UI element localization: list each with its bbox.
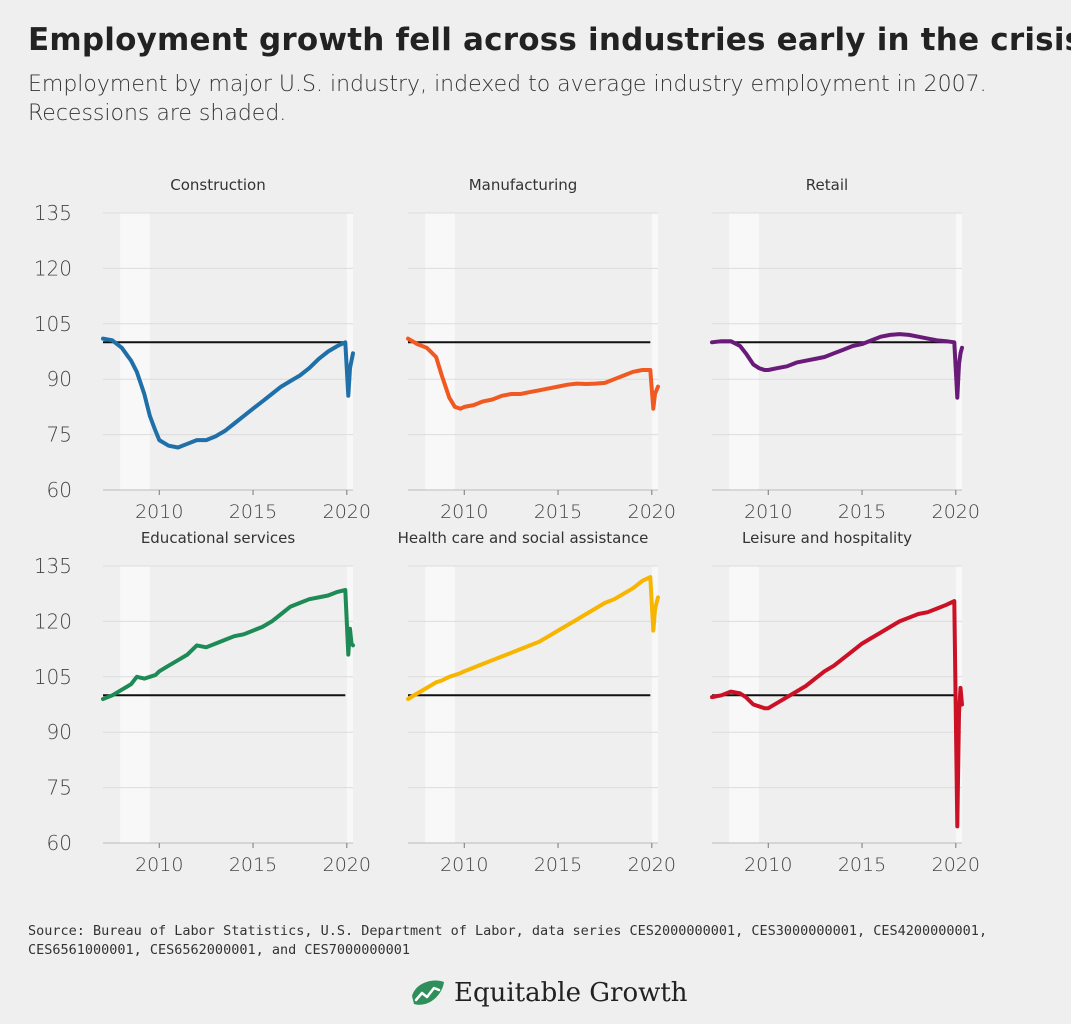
recession-band <box>346 213 353 490</box>
brand-name: Equitable Growth <box>454 978 688 1008</box>
source-note: Source: Bureau of Labor Statistics, U.S.… <box>28 923 988 958</box>
recession-band <box>120 566 150 843</box>
series-line <box>406 336 660 411</box>
panel-title: Retail <box>806 176 848 194</box>
chart-panel: Construction 60 75 90 105 120 135 2010 2015 2020 <box>34 176 371 523</box>
panel-title: Construction <box>170 176 266 194</box>
panel-title: Manufacturing <box>469 176 578 194</box>
chart-subtitle: Employment by major U.S. industry, index… <box>28 72 987 126</box>
chart-panel: Health care and social assistance 2010 201… <box>398 529 676 876</box>
series-line <box>101 336 355 450</box>
x-tick-label: 2015 <box>534 854 582 876</box>
chart-panel: Leisure and hospitality 2010 2015 2020 <box>710 529 980 876</box>
y-tick-label: 105 <box>34 312 72 336</box>
y-tick-label: 75 <box>47 423 72 447</box>
x-tick-label: 2020 <box>323 854 371 876</box>
x-tick-label: 2020 <box>932 854 980 876</box>
y-tick-label: 90 <box>47 367 72 391</box>
x-tick-label: 2010 <box>440 854 488 876</box>
panel-title: Health care and social assistance <box>398 529 649 547</box>
x-tick-label: 2010 <box>744 854 792 876</box>
x-tick-label: 2015 <box>838 501 886 523</box>
chart-panel: Retail 2010 2015 2020 <box>710 176 980 523</box>
y-tick-label: 120 <box>34 256 72 280</box>
x-tick-label: 2010 <box>135 854 183 876</box>
y-tick-label: 60 <box>47 831 72 855</box>
y-tick-label: 135 <box>34 554 72 578</box>
x-tick-label: 2020 <box>932 501 980 523</box>
recession-band <box>651 566 658 843</box>
series-line <box>710 332 964 400</box>
x-tick-label: 2015 <box>838 854 886 876</box>
recession-band <box>651 213 658 490</box>
panel-title: Leisure and hospitality <box>742 529 912 547</box>
series-line <box>406 575 660 701</box>
y-tick-label: 90 <box>47 720 72 744</box>
x-tick-label: 2015 <box>229 854 277 876</box>
y-tick-label: 135 <box>34 201 72 225</box>
series-line <box>101 588 355 701</box>
x-tick-label: 2020 <box>628 854 676 876</box>
y-tick-label: 120 <box>34 609 72 633</box>
x-tick-label: 2015 <box>534 501 582 523</box>
brand-logo: Equitable Growth <box>410 978 688 1008</box>
x-tick-label: 2015 <box>229 501 277 523</box>
x-tick-label: 2010 <box>135 501 183 523</box>
chart-panel: Educational services 60 75 90 105 120 135 2010 2… <box>34 529 371 876</box>
recession-band <box>425 566 455 843</box>
x-tick-label: 2020 <box>323 501 371 523</box>
chart-title: Employment growth fell across industries… <box>28 22 1071 58</box>
y-tick-label: 60 <box>47 478 72 502</box>
y-tick-label: 75 <box>47 776 72 800</box>
x-tick-label: 2010 <box>744 501 792 523</box>
series-line <box>710 599 964 829</box>
growth-leaf-icon <box>412 980 444 1005</box>
chart-panel: Manufacturing 2010 2015 2020 <box>406 176 676 523</box>
y-tick-label: 105 <box>34 665 72 689</box>
recession-band <box>346 566 353 843</box>
x-tick-label: 2010 <box>440 501 488 523</box>
panel-title: Educational services <box>141 529 296 547</box>
recession-band <box>955 213 962 490</box>
x-tick-label: 2020 <box>628 501 676 523</box>
